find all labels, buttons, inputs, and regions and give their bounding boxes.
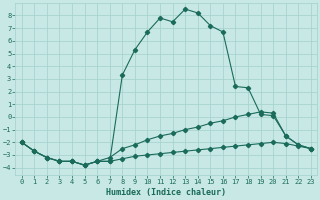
- X-axis label: Humidex (Indice chaleur): Humidex (Indice chaleur): [106, 188, 226, 197]
